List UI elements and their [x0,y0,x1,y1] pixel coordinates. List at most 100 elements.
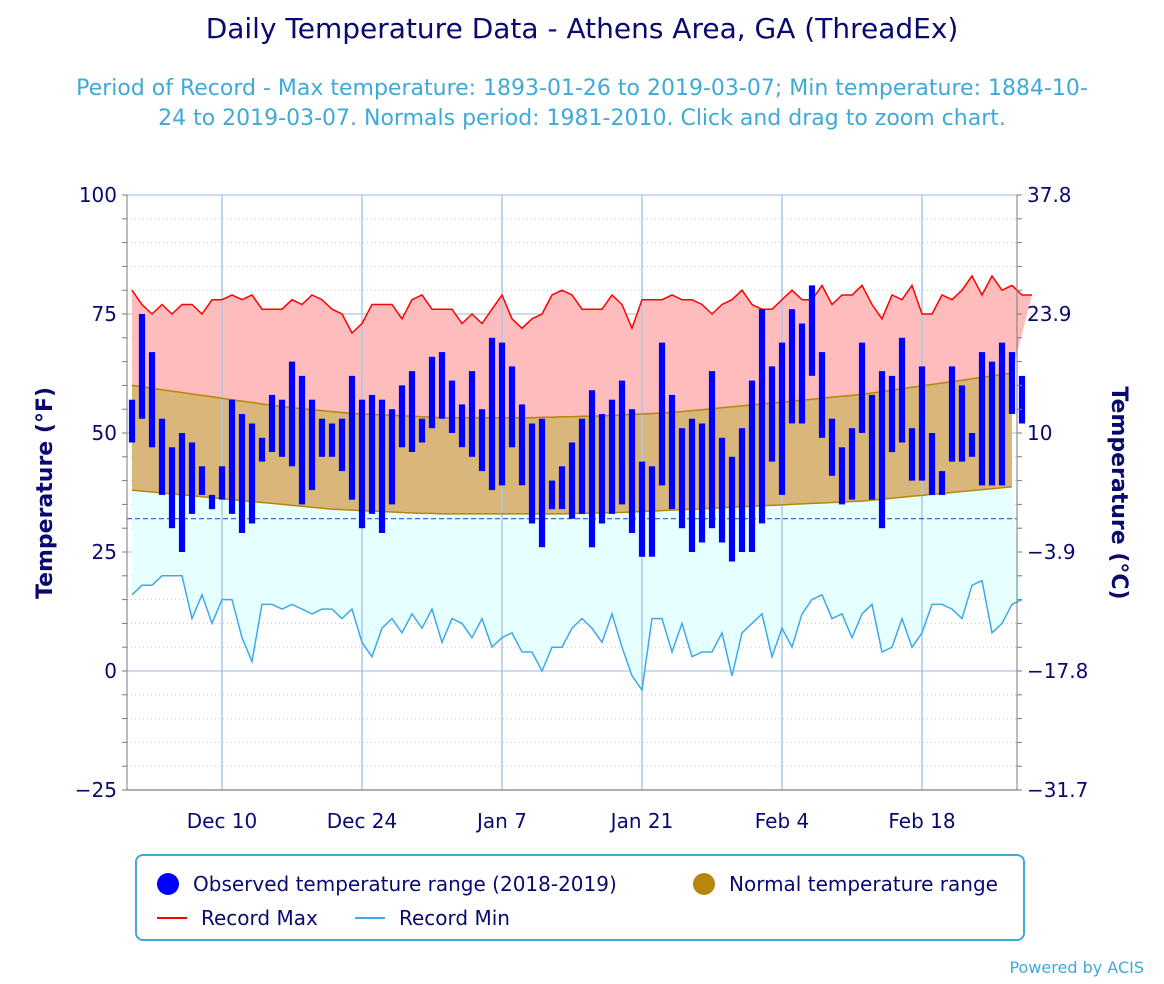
y-tick-label-right: 23.9 [1027,302,1072,326]
observed-bar [458,404,466,448]
normal-max-line [131,372,1013,419]
record-max-line-icon [157,917,187,919]
observed-bar [698,423,706,543]
observed-bar [778,342,786,495]
observed-bar [888,375,896,453]
observed-bar [318,418,326,457]
y-tick-label-right: −17.8 [1027,659,1088,683]
observed-bar [498,342,506,486]
observed-bar [398,385,406,448]
observed-bar [308,399,316,491]
x-tick-label: Feb 4 [755,809,810,833]
observed-bar [638,461,646,557]
observed-bar [208,494,216,510]
observed-bar [478,409,486,472]
observed-bar [548,480,556,510]
observed-bar [278,399,286,457]
observed-bar [738,428,746,552]
observed-bar [328,423,336,457]
y-tick-label-right: −3.9 [1027,540,1076,564]
observed-bar [938,471,946,495]
observed-bar [958,385,966,462]
y-tick-label-right: −31.7 [1027,778,1088,802]
observed-bar [818,352,826,438]
observed-bar [558,466,566,510]
observed-bar [668,394,676,510]
observed-bar [418,418,426,443]
y-tick-label-left: 100 [79,183,117,207]
y-tick-label-left: 75 [92,302,117,326]
observed-bar [768,366,776,462]
observed-bar [848,428,856,500]
legend-record-min[interactable]: Record Min [355,906,510,930]
observed-bar [808,285,816,376]
observed-bar [568,442,576,519]
chart-title: Daily Temperature Data - Athens Area, GA… [205,12,959,45]
observed-bar [718,437,726,543]
observed-bar [448,380,456,433]
observed-bar [828,418,836,476]
observed-bar [628,409,636,533]
observed-bar [298,375,306,505]
observed-bar [728,456,736,562]
observed-bar [708,371,716,529]
observed-bar [158,418,166,495]
observed-bar [758,309,766,524]
observed-bar [968,433,976,457]
observed-bar [128,399,136,443]
observed-bar [348,375,356,500]
x-tick-label: Feb 18 [888,809,955,833]
observed-bar [878,371,886,529]
observed-bar [658,342,666,486]
observed-bar [948,366,956,462]
legend-normal-label: Normal temperature range [729,872,998,896]
observed-bar [998,342,1006,486]
observed-bar [688,418,696,552]
observed-bar [618,380,626,505]
observed-bar [338,418,346,472]
observed-bar [678,428,686,529]
observed-bar [838,447,846,505]
observed-bar [918,366,926,481]
legend-record-max-label: Record Max [201,906,318,930]
observed-bar [408,371,416,452]
observed-bar [168,447,176,529]
chart-subtitle: Period of Record - Max temperature: 1893… [76,76,1088,131]
observed-bar [258,437,266,462]
observed-bar [138,314,146,419]
observed-bar [198,466,206,495]
y-tick-label-left: 0 [104,659,117,683]
observed-bars [128,285,1026,562]
x-tick-label: Dec 24 [327,809,398,833]
observed-bar [868,394,876,500]
observed-bar [268,394,276,452]
record-min-line-icon [355,917,385,919]
observed-bar [588,390,596,548]
observed-bar [578,418,586,514]
x-tick-label: Jan 21 [609,809,674,833]
observed-bar [1008,352,1016,414]
x-tick-label: Dec 10 [187,809,258,833]
observed-bar [358,399,366,529]
powered-by-credit[interactable]: Powered by ACIS [1009,958,1144,977]
observed-dot-icon [157,873,179,895]
legend-record-max[interactable]: Record Max [157,906,318,930]
legend-normal[interactable]: Normal temperature range [693,872,998,896]
normal-dot-icon [693,873,715,895]
observed-bar [858,342,866,433]
axis-ticks: 100 37.8 75 23.9 50 10 25 −3.9 0 −17.8 −25 −31.7 Dec… [75,183,1089,833]
observed-bar [388,409,396,505]
observed-bar [538,418,546,548]
chart-legend: Observed temperature range (2018-2019) N… [135,854,1025,941]
observed-bar [368,394,376,514]
legend-record-min-label: Record Min [399,906,510,930]
observed-bar [378,399,386,533]
observed-bar [248,423,256,524]
observed-bar [488,337,496,491]
record-min-line [131,575,1023,692]
observed-bar [288,361,296,467]
legend-observed[interactable]: Observed temperature range (2018-2019) [157,872,617,896]
observed-bar [528,423,536,524]
y-tick-label-right: 37.8 [1027,183,1072,207]
